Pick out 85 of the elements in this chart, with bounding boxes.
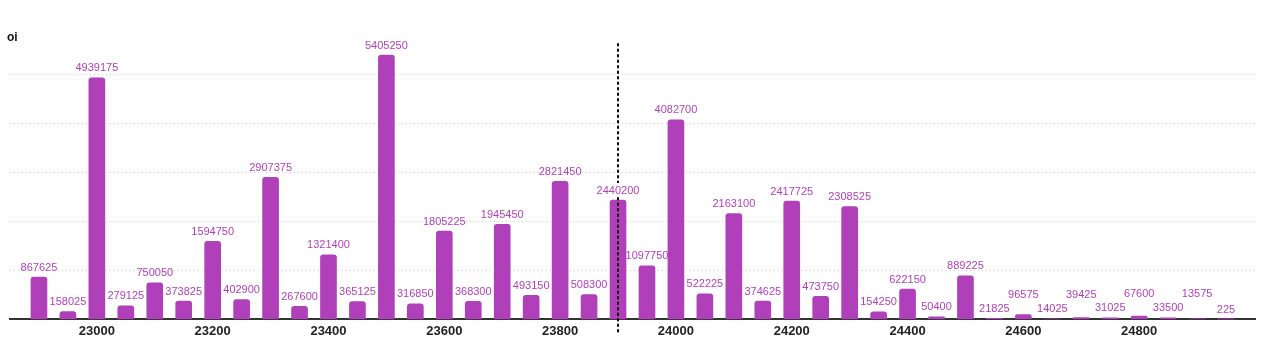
bar [493,223,511,320]
bar [870,311,887,320]
bar [725,213,743,320]
data-label: 750050 [136,266,174,279]
data-label: 225 [1216,302,1236,315]
bar [435,230,453,320]
data-label: 33500 [1152,301,1184,314]
data-label: 2308525 [828,190,872,203]
bar [464,301,482,320]
bar [696,293,714,320]
bar [957,275,974,320]
bar [204,241,221,320]
data-label: 50400 [921,300,952,313]
bar [638,265,656,320]
data-label: 267600 [281,289,318,302]
bar [117,305,135,320]
data-label: 622150 [889,272,926,285]
bar [899,288,916,320]
data-label: 365125 [339,285,376,298]
bar [88,77,106,320]
data-label: 316850 [396,287,434,300]
x-tick-label: 23800 [542,322,579,338]
bar [291,305,308,320]
bar [59,311,77,320]
bar [349,301,366,320]
x-tick-label: 23400 [310,322,347,338]
data-label: 14025 [1037,302,1068,315]
data-label: 508300 [570,278,608,291]
bar [841,206,858,320]
data-label: 67600 [1123,287,1155,300]
data-label: 4082700 [654,103,698,116]
bar [407,303,424,320]
x-tick-label: 24200 [773,322,810,338]
bar [522,294,540,320]
x-tick-label: 23000 [78,322,115,338]
data-label: 96575 [1008,287,1039,300]
x-tick-label: 24600 [1005,322,1042,338]
bar [262,176,279,320]
data-label: 2417725 [770,184,814,197]
data-label: 1805225 [422,214,466,227]
data-label: 21825 [979,301,1010,314]
data-label: 402900 [223,283,260,296]
bar [175,300,193,320]
bar [783,200,801,320]
data-label: 493150 [512,278,550,291]
bar [551,181,569,320]
bar [30,276,48,320]
bar [754,300,772,320]
data-label: 1594750 [191,224,235,237]
bar [378,54,395,320]
data-label: 1321400 [307,238,350,251]
x-tick-label: 24400 [889,322,926,338]
data-label: 158025 [49,295,87,308]
data-label: 1945450 [480,207,524,220]
data-label: 31025 [1094,301,1126,314]
x-tick-label: 23600 [426,322,463,338]
bar [667,119,685,320]
data-label: 2821450 [538,164,582,177]
x-tick-label: 23200 [194,322,231,338]
data-label: 5405250 [364,38,408,51]
bar [812,295,830,320]
data-label: 279125 [107,289,145,302]
data-label: 4939175 [75,61,119,74]
x-tick-label: 24000 [657,322,695,338]
data-label: 154250 [860,295,897,308]
data-label: 373825 [165,284,203,297]
data-label: 473750 [802,279,840,292]
bar [233,299,250,320]
y-axis-title: oi [7,30,18,45]
x-tick-label: 24800 [1121,322,1158,338]
data-label: 2907375 [249,160,292,173]
data-label: 13575 [1181,287,1213,300]
data-label: 2440200 [596,183,640,196]
data-label: 867625 [20,260,58,273]
data-label: 374625 [744,284,782,297]
data-label: 889225 [947,259,984,272]
data-label: 1097750 [625,249,669,262]
data-label: 39425 [1065,288,1097,301]
bar [580,294,598,320]
bar [146,282,164,320]
bar [1015,314,1032,320]
data-label: 2163100 [712,197,756,210]
data-label: 368300 [454,284,492,297]
data-label: 522225 [686,277,724,290]
bar [320,254,337,320]
